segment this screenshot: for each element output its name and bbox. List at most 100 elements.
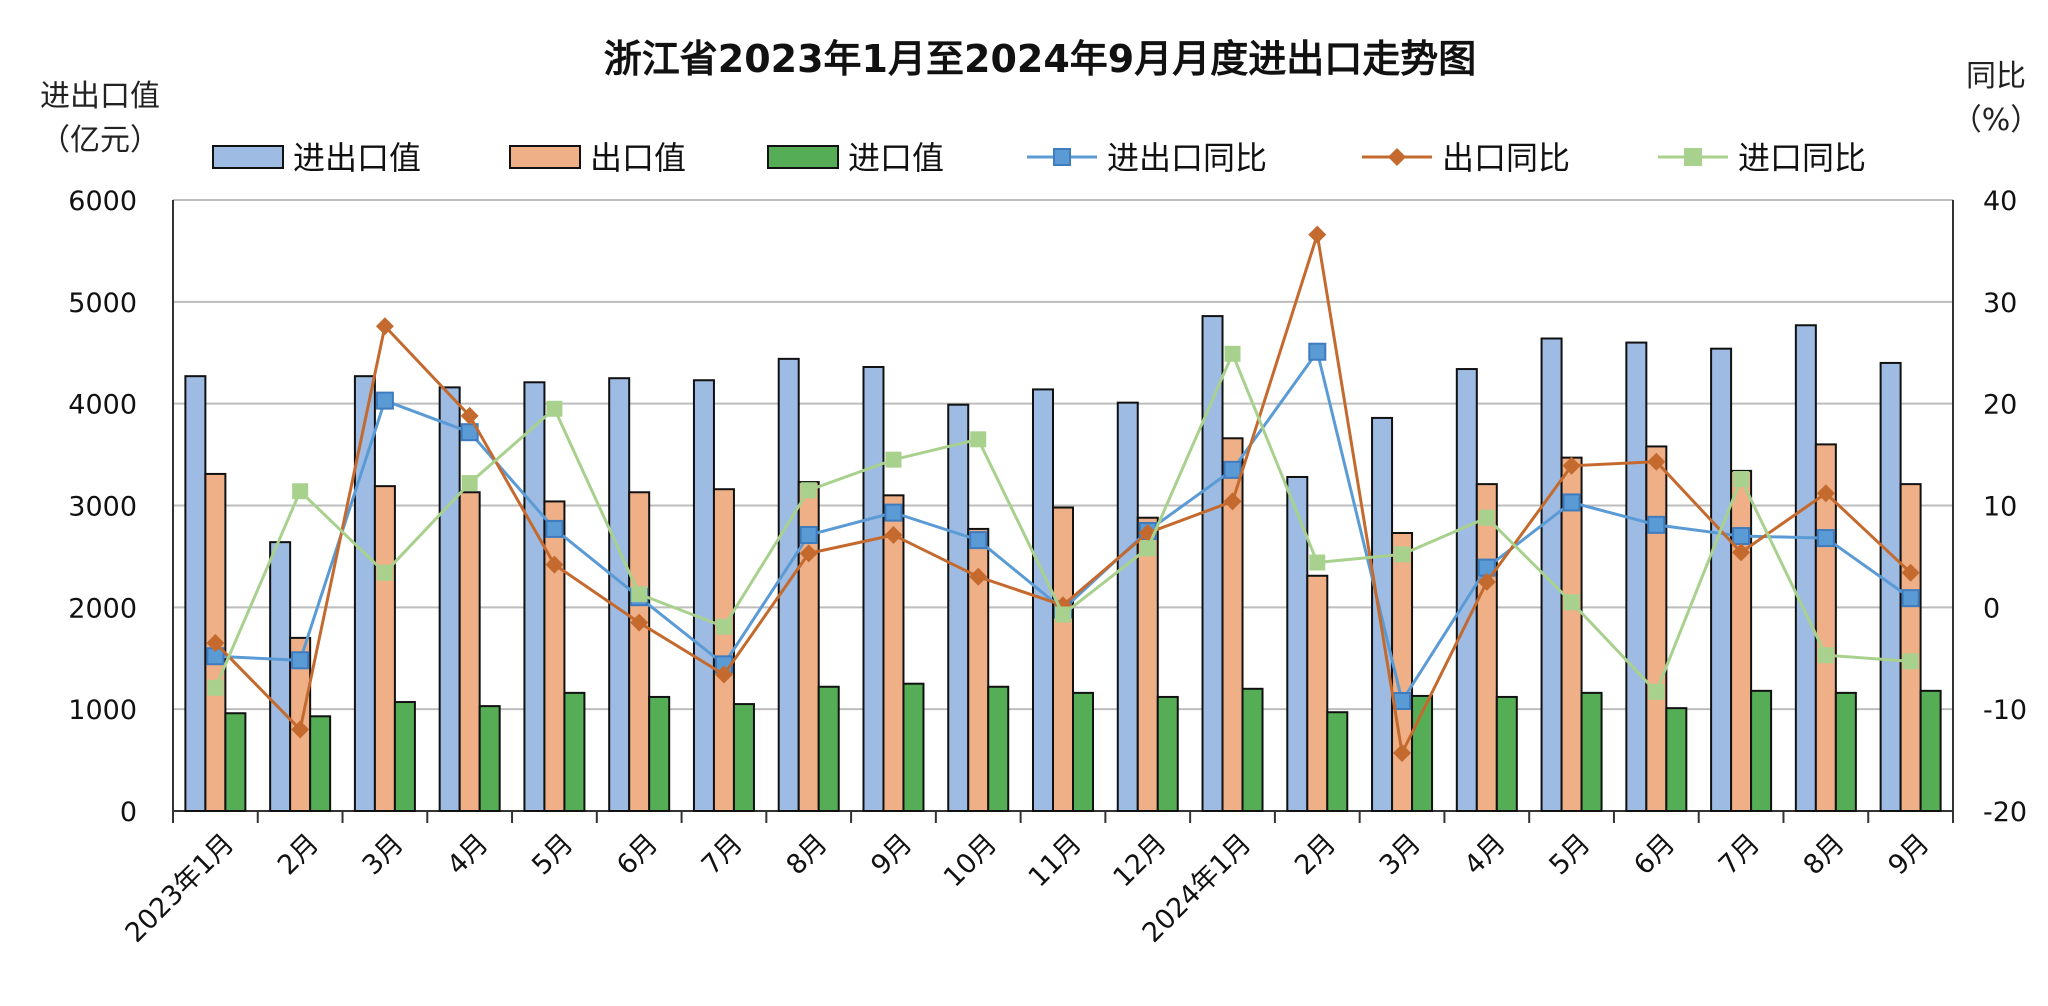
line-marks <box>206 225 1920 762</box>
bar-出口值 <box>373 485 396 812</box>
point-进口同比 <box>1055 606 1071 623</box>
bar-进口值 <box>1495 695 1518 812</box>
bar-出口值 <box>1730 469 1753 812</box>
bar-进口值 <box>1241 687 1264 812</box>
left-y-tick-label: 3000 <box>68 492 137 523</box>
bar-进口值 <box>563 691 586 813</box>
x-tick-label: 4月 <box>1459 828 1512 881</box>
point-进出口同比 <box>884 503 903 522</box>
bar-进口值 <box>1156 695 1179 812</box>
x-tick-label: 5月 <box>1543 828 1596 881</box>
x-tick-label: 8月 <box>780 828 833 881</box>
left-y-tick-label: 4000 <box>68 390 137 421</box>
left-y-tick-label: 0 <box>120 797 137 828</box>
bar-出口值 <box>1221 437 1244 812</box>
bar-进出口值 <box>269 541 292 812</box>
bar-出口值 <box>967 527 990 813</box>
bar-进出口值 <box>947 403 970 812</box>
left-y-tick-label: 1000 <box>68 695 137 726</box>
bar-进出口值 <box>1879 361 1902 812</box>
point-进口同比 <box>376 564 393 581</box>
bar-marks <box>184 315 1942 813</box>
point-出口同比 <box>884 526 903 545</box>
point-进出口同比 <box>1562 493 1581 512</box>
point-出口同比 <box>1647 452 1666 471</box>
legend-marker-进口同比 <box>1684 148 1702 166</box>
point-进口同比 <box>207 679 224 696</box>
x-tick-label: 2023年1月 <box>119 828 240 949</box>
bar-进口值 <box>1834 691 1857 813</box>
bar-出口值 <box>628 491 651 812</box>
legend-label-进口同比: 进口同比 <box>1738 139 1866 177</box>
left-y-tick-label: 2000 <box>68 593 137 624</box>
right-y-tick-label: -20 <box>1983 797 2027 828</box>
point-出口同比 <box>1732 543 1751 562</box>
right-y-tick-label: 30 <box>1983 288 2017 319</box>
point-出口同比 <box>1393 743 1412 762</box>
bar-进出口值 <box>438 386 461 812</box>
bar-进口值 <box>1919 689 1942 812</box>
point-进口同比 <box>461 475 478 492</box>
x-tick-label: 9月 <box>865 828 918 881</box>
bar-进口值 <box>224 712 247 812</box>
point-进出口同比 <box>1816 529 1835 548</box>
point-出口同比 <box>630 613 649 632</box>
right-y-tick-label: 10 <box>1983 492 2017 523</box>
bar-进口值 <box>1326 711 1349 813</box>
point-进口同比 <box>1309 554 1326 571</box>
point-进出口同比 <box>1732 527 1751 546</box>
point-出口同比 <box>1901 563 1920 582</box>
bar-出口值 <box>797 481 820 812</box>
bar-进口值 <box>902 682 925 812</box>
point-进口同比 <box>1224 345 1241 362</box>
bar-进口值 <box>1665 707 1688 812</box>
point-出口同比 <box>460 406 479 425</box>
legend-swatch-出口值 <box>509 145 581 169</box>
x-tick-label: 6月 <box>611 828 664 881</box>
legend-label-出口值: 出口值 <box>590 139 686 177</box>
bar-进出口值 <box>523 381 546 812</box>
legend-label-进出口同比: 进出口同比 <box>1107 139 1267 177</box>
point-进出口同比 <box>545 519 564 538</box>
point-进口同比 <box>1478 509 1495 526</box>
point-进口同比 <box>1648 683 1665 700</box>
point-进出口同比 <box>1223 460 1242 479</box>
point-进出口同比 <box>291 651 310 670</box>
x-tick-label: 6月 <box>1628 828 1681 881</box>
point-进出口同比 <box>1647 515 1666 534</box>
x-tick-label: 2月 <box>1289 828 1342 881</box>
bar-出口值 <box>1052 506 1074 812</box>
legend-label-进出口值: 进出口值 <box>293 139 421 177</box>
point-进口同比 <box>1733 471 1750 488</box>
bar-进口值 <box>393 701 416 812</box>
x-tick-label: 7月 <box>696 828 749 881</box>
bar-出口值 <box>1136 516 1159 812</box>
point-出口同比 <box>545 555 564 574</box>
point-进出口同比 <box>1308 342 1327 361</box>
bar-进口值 <box>648 695 671 812</box>
bar-出口值 <box>543 500 566 812</box>
bar-出口值 <box>712 488 735 812</box>
legend-marker-进出口同比 <box>1053 148 1071 166</box>
point-进口同比 <box>631 586 648 603</box>
bar-进出口值 <box>1116 401 1139 812</box>
point-出口同比 <box>375 317 394 336</box>
point-进口同比 <box>800 482 817 499</box>
point-出口同比 <box>1308 225 1327 244</box>
legend-label-进口值: 进口值 <box>848 139 944 177</box>
right-y-tick-label: 20 <box>1983 390 2017 421</box>
bar-进出口值 <box>1794 324 1817 812</box>
point-出口同比 <box>714 665 733 684</box>
bar-进出口值 <box>862 366 885 812</box>
bar-进出口值 <box>1201 315 1224 812</box>
x-tick-label: 3月 <box>1374 828 1427 881</box>
legend-swatch-进出口值 <box>212 145 284 169</box>
bar-进出口值 <box>184 375 207 812</box>
chart-title: 浙江省2023年1月至2024年9月月度进出口走势图 <box>604 37 1476 81</box>
point-进口同比 <box>715 618 732 635</box>
right-axis-title-line2: （%） <box>1952 103 2041 138</box>
bar-进口值 <box>817 685 840 812</box>
x-tick-label: 5月 <box>526 828 579 881</box>
x-tick-label: 7月 <box>1713 828 1766 881</box>
